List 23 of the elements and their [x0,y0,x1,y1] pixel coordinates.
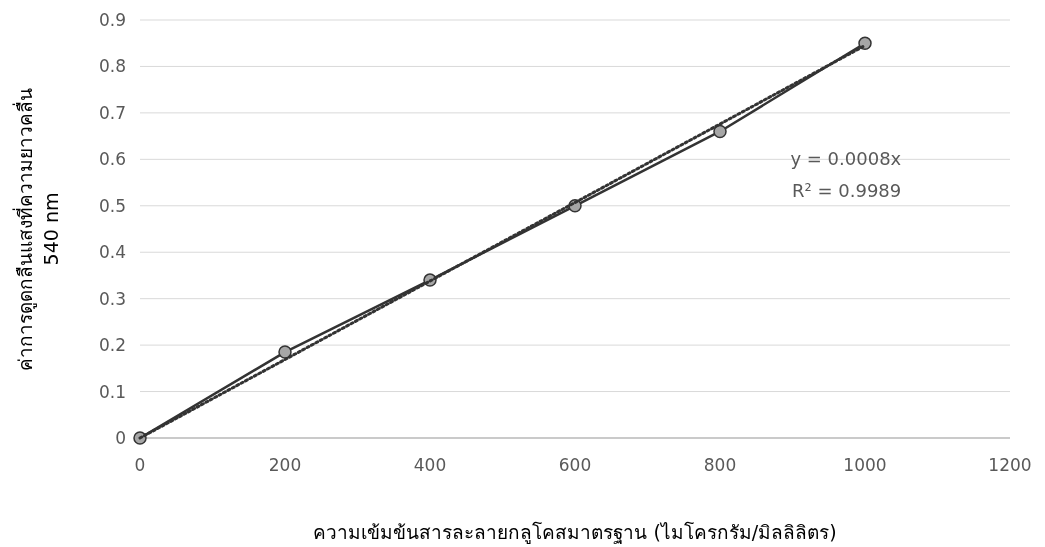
point [713,124,727,139]
y-tick-label: 0.6 [98,149,126,170]
y-tick-label: 0.7 [98,102,126,123]
y-tick-label: 0 [115,428,126,448]
y-tick-label: 0.9 [98,10,126,30]
y-tick-label: 0.1 [98,381,126,402]
x-tick-label: 400 [413,455,447,475]
y-tick-label: 0.8 [98,56,126,77]
x-tick-label: 800 [703,455,737,475]
y-tick-label: 0.3 [98,288,126,309]
x-tick-label: 600 [558,455,592,475]
x-tick-label: 0 [134,455,146,475]
y-tick-label: 0.2 [98,335,126,356]
x-tick-label: 1200 [988,455,1032,475]
x-tick-label: 1000 [843,455,887,475]
annotation: R² = 0.9989 [792,180,902,202]
y-axis-title: ค่าการดูดกลืนแสงที่ความยาวคลื่น 540 nm [12,87,62,371]
annotation: y = 0.0008x [790,148,902,170]
x-axis-title: ความเข้มข้นสารละลายกลูโคสมาตรฐาน (ไมโครกรัม/มิลลิลิตร) [313,521,837,544]
x-tick-label: 200 [268,455,302,475]
y-tick-label: 0.4 [98,242,126,263]
point [278,345,292,359]
y-tick-label: 0.5 [98,195,126,216]
